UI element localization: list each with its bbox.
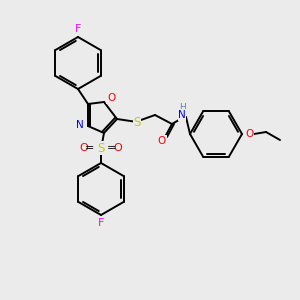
Text: O: O xyxy=(158,136,166,146)
Text: N: N xyxy=(76,120,84,130)
Text: S: S xyxy=(133,116,141,128)
Text: O: O xyxy=(245,129,253,139)
Text: F: F xyxy=(98,218,104,228)
Text: F: F xyxy=(75,24,81,34)
Text: =: = xyxy=(107,143,117,153)
Text: S: S xyxy=(97,142,105,154)
Text: =: = xyxy=(85,143,95,153)
Text: O: O xyxy=(114,143,122,153)
Text: O: O xyxy=(80,143,88,153)
Text: N: N xyxy=(178,110,186,120)
Text: H: H xyxy=(178,103,185,112)
Text: O: O xyxy=(107,93,115,103)
